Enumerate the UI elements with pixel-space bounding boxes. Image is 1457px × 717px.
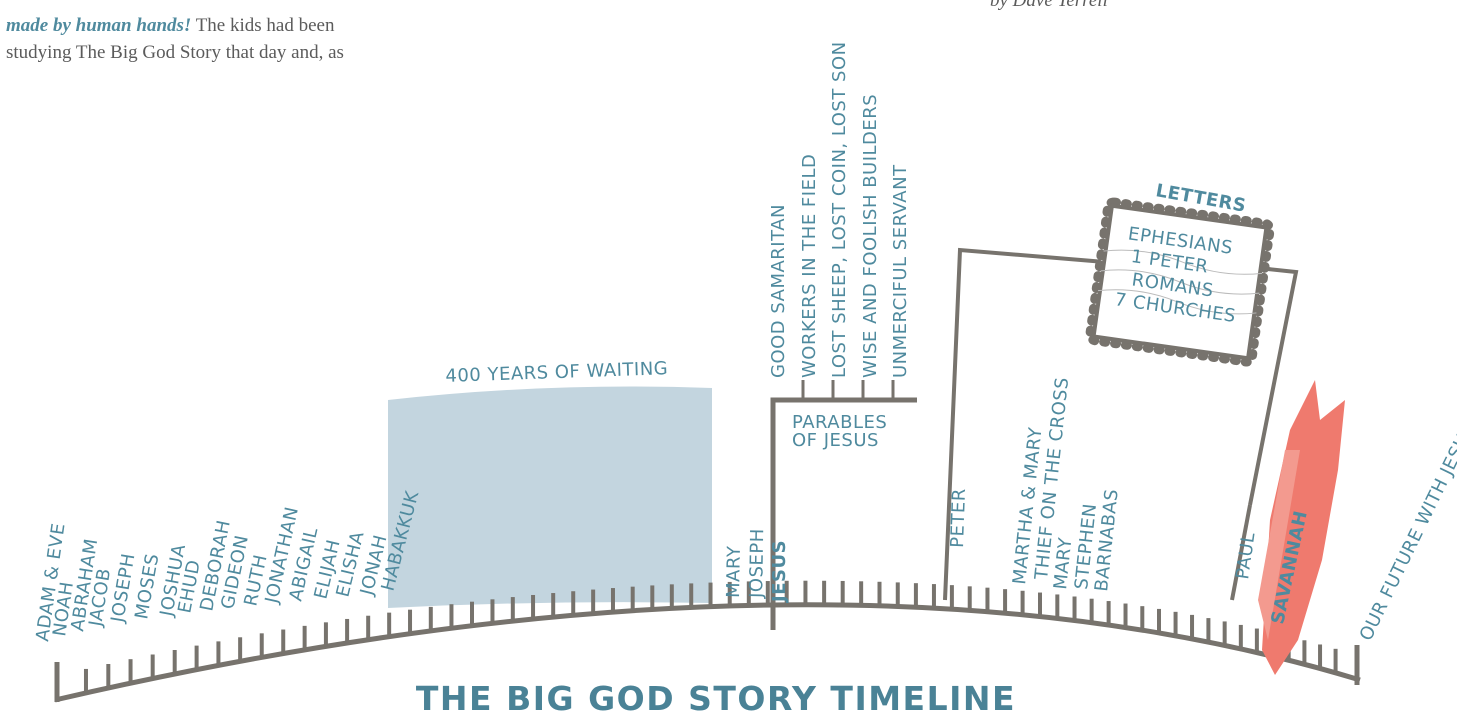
byline: by Dave Terrell (990, 0, 1108, 11)
name-label: MARY (723, 545, 745, 598)
name-label: JOSEPH (746, 528, 768, 599)
name-label: LOST SHEEP, LOST COIN, LOST SON (829, 41, 850, 378)
name-label: OUR FUTURE WITH JESUS (1356, 420, 1457, 644)
name-label: UNMERCIFUL SERVANT (890, 164, 911, 378)
title: THE BIG GOD STORY TIMELINE (416, 679, 1016, 717)
name-label: WORKERS IN THE FIELD (799, 154, 820, 378)
name-label: WISE AND FOOLISH BUILDERS (860, 94, 881, 378)
waiting-label: 400 YEARS OF WAITING (445, 358, 668, 387)
parables-label: OF JESUS (792, 430, 879, 451)
intro-text: The kids had been (191, 15, 335, 36)
intro-line: studying The Big God Story that day and,… (6, 42, 344, 63)
name-label: GOOD SAMARITAN (768, 204, 789, 378)
parables-ticks (803, 380, 893, 400)
intro-line: made by human hands! The kids had been (6, 15, 335, 36)
name-label: PAUL (1232, 531, 1259, 581)
name-label: BARNABAS (1091, 488, 1123, 593)
intro-emphasis: made by human hands! (6, 15, 191, 36)
waiting-period (388, 387, 712, 609)
name-label: JESUS (769, 540, 790, 604)
letters-stamp: EPHESIANS 1 PETER ROMANS 7 CHURCHES (1089, 201, 1271, 362)
name-label: PETER (947, 488, 970, 548)
timeline-graphic: made by human hands! The kids had been s… (0, 0, 1457, 717)
